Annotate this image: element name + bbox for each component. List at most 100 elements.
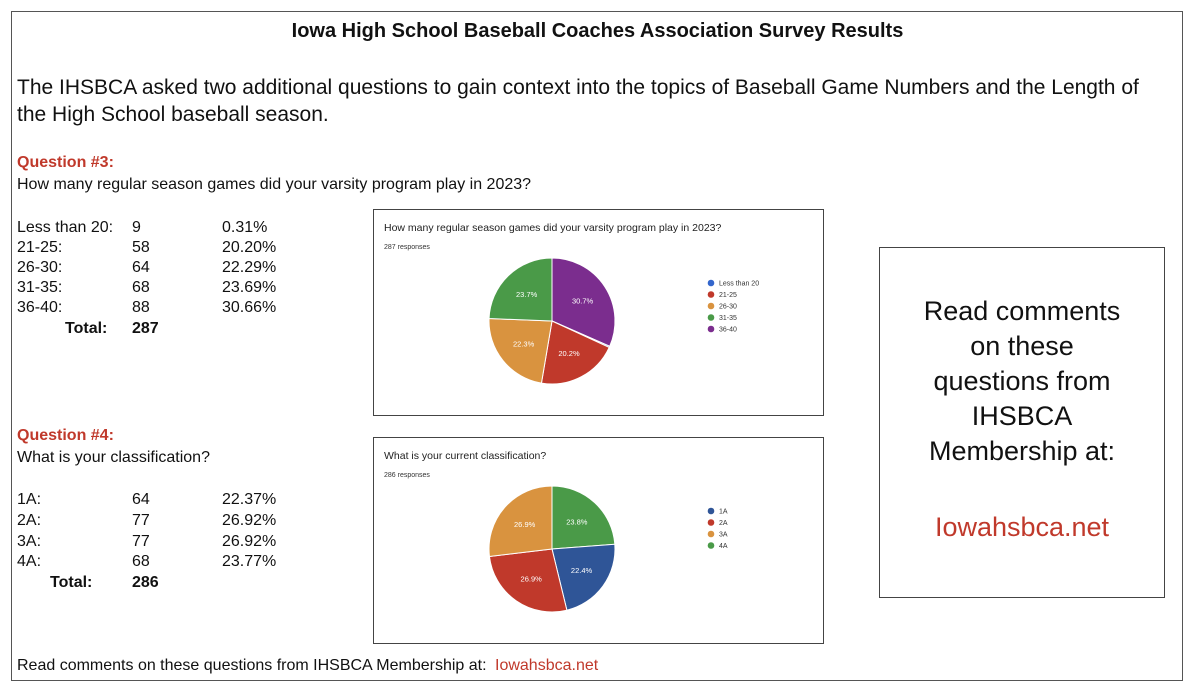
chart-q3-legend-swatch	[707, 279, 715, 287]
chart-q3-legend-label: 36-40	[719, 327, 737, 334]
callout-line: Membership at:	[928, 436, 1116, 466]
comments-callout-box: Read comments on these questions from IH…	[879, 247, 1165, 598]
chart-q3-slice-label: 30.7%	[572, 297, 594, 306]
q4-row-percent: 26.92%	[222, 512, 277, 529]
callout-text: Read comments on these questions from IH…	[880, 294, 1164, 469]
chart-q4-slice-2a	[488, 548, 568, 613]
q3-row: Less than 20: 9 0.31%	[17, 219, 317, 239]
chart-q3-slice-label: 20.2%	[558, 349, 580, 358]
chart-q3-legend-swatch	[707, 291, 715, 298]
q3-row-label: 36-40:	[17, 299, 63, 316]
chart-q3-legend-swatch	[707, 302, 715, 310]
chart-q3-responses: 287 responses	[384, 244, 430, 251]
chart-q4-legend-label: 4A	[719, 543, 728, 550]
q3-row-count: 68	[132, 279, 150, 296]
chart-q4-legend-swatch	[707, 519, 715, 526]
chart-q3-slice-label: 22.3%	[513, 340, 535, 349]
question-4-text: What is your classification?	[17, 449, 210, 466]
q4-row-label: 4A:	[17, 553, 42, 570]
footer-link[interactable]: Iowahsbca.net	[495, 657, 599, 674]
q4-row: 4A: 68 23.77%	[17, 553, 317, 573]
page-title: Iowa High School Baseball Coaches Associ…	[291, 20, 904, 42]
q4-row-label: 2A:	[17, 512, 42, 529]
callout-link[interactable]: Iowahsbca.net	[934, 512, 1110, 542]
q3-row-percent: 22.29%	[222, 259, 277, 276]
chart-q4-legend-label: 3A	[719, 532, 728, 539]
q3-row-count: 64	[132, 259, 150, 276]
callout-line: questions from	[933, 366, 1111, 396]
q4-row-label: 1A:	[17, 491, 42, 508]
footer: Read comments on these questions from IH…	[17, 657, 598, 675]
chart-q4-slice-3a	[488, 485, 553, 558]
q3-row-label: 31-35:	[17, 279, 63, 296]
q3-row-percent: 30.66%	[222, 299, 277, 316]
chart-q3-legend-label: 26-30	[719, 304, 737, 311]
chart-q3-slice-21-25	[540, 320, 610, 385]
chart-q4-slice-1a	[551, 543, 616, 611]
callout-line: IHSBCA	[971, 401, 1073, 431]
chart-q4-slice-label: 26.9%	[521, 575, 543, 584]
q4-row-percent: 23.77%	[222, 553, 277, 570]
question-3-label: Question #3:	[17, 154, 114, 171]
chart-q4-legend-swatch	[707, 542, 715, 549]
q4-row-label: 3A:	[17, 533, 42, 550]
q3-row-percent: 20.20%	[222, 239, 277, 256]
chart-q4: What is your current classification? 286…	[373, 437, 824, 644]
q3-total-label: Total:	[65, 320, 108, 337]
chart-q4-legend-label: 2A	[719, 520, 728, 527]
intro-paragraph: The IHSBCA asked two additional question…	[17, 76, 1139, 126]
footer-text: Read comments on these questions from IH…	[17, 657, 487, 674]
q4-row-count: 64	[132, 491, 150, 508]
q3-row: 31-35: 68 23.69%	[17, 279, 317, 299]
q4-row-count: 68	[132, 553, 150, 570]
chart-q4-legend-swatch	[707, 530, 715, 538]
q4-row-count: 77	[132, 512, 150, 529]
q3-row-label: 21-25:	[17, 239, 63, 256]
q3-row-count: 88	[132, 299, 150, 316]
chart-q3-legend-label: 31-35	[719, 315, 737, 322]
question-4-label: Question #4:	[17, 427, 114, 444]
q3-row-count: 58	[132, 239, 150, 256]
q3-row-percent: 0.31%	[222, 219, 268, 236]
q4-row-percent: 26.92%	[222, 533, 277, 550]
chart-q4-legend-label: 1A	[719, 509, 728, 516]
chart-q4-responses: 286 responses	[384, 472, 430, 479]
chart-q4-slice-4a	[551, 485, 616, 550]
q3-row: 21-25: 58 20.20%	[17, 239, 317, 259]
q3-row-label: 26-30:	[17, 259, 63, 276]
q3-row-count: 9	[132, 219, 141, 236]
q4-row: 1A: 64 22.37%	[17, 491, 317, 511]
chart-q3-legend-swatch	[707, 314, 715, 321]
chart-q3-slice-36-40	[551, 257, 616, 347]
chart-q3-slice-31-35	[488, 257, 553, 322]
question-3-text: How many regular season games did your v…	[17, 176, 532, 193]
chart-q3-legend-label: 21-25	[719, 292, 737, 299]
q4-total-label: Total:	[50, 574, 93, 591]
q4-total-value: 286	[132, 574, 159, 591]
chart-q4-pie: 23.8% 22.4% 26.9% 26.9% 1A 2A 3A 4A	[488, 485, 728, 613]
chart-q4-title: What is your current classification?	[384, 450, 547, 462]
chart-q3-pie: 30.7% 20.2% 22.3% 23.7% Less than 20 21-25 26-…	[488, 257, 759, 385]
chart-q3-slice-26-30	[488, 318, 553, 384]
q3-row-label: Less than 20:	[17, 219, 114, 236]
chart-q3: How many regular season games did your v…	[373, 209, 824, 416]
q3-row-percent: 23.69%	[222, 279, 277, 296]
chart-q3-slice-label: 23.7%	[516, 290, 538, 299]
q4-row-count: 77	[132, 533, 150, 550]
page-frame	[11, 11, 1183, 681]
chart-q4-slice-label: 22.4%	[571, 566, 593, 575]
q3-total-value: 287	[132, 320, 159, 337]
q3-row: 36-40: 88 30.66%	[17, 299, 317, 319]
q4-row: 3A: 77 26.92%	[17, 533, 317, 553]
q4-row: 2A: 77 26.92%	[17, 512, 317, 532]
callout-line: Read comments	[923, 296, 1121, 326]
chart-q3-legend-label: Less than 20	[719, 281, 759, 288]
q4-row-percent: 22.37%	[222, 491, 277, 508]
chart-q4-slice-label: 23.8%	[566, 518, 588, 527]
chart-q3-title: How many regular season games did your v…	[384, 222, 722, 234]
q3-row: 26-30: 64 22.29%	[17, 259, 317, 279]
chart-q3-legend-swatch	[707, 325, 715, 333]
callout-line: on these	[970, 331, 1074, 361]
chart-q4-legend-swatch	[707, 507, 715, 515]
chart-q4-slice-label: 26.9%	[514, 520, 536, 529]
